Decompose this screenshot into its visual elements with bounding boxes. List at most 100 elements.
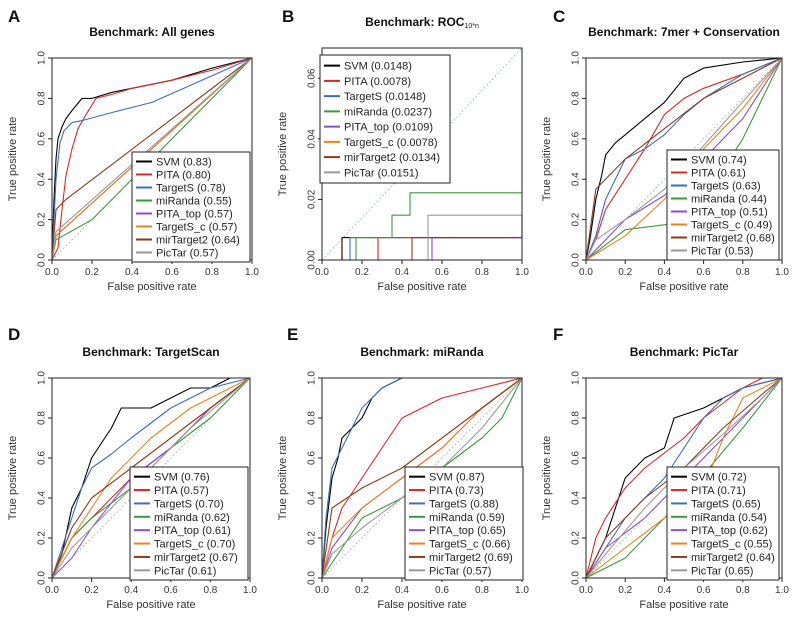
x-tick-label: 0.6 xyxy=(697,585,711,596)
panel-title: Benchmark: 7mer + Conservation xyxy=(588,25,780,39)
y-tick-label: 0.00 xyxy=(307,250,318,270)
legend-entry: miRanda (0.55) xyxy=(156,196,232,208)
roc-curve-mirtarget2 xyxy=(322,237,522,261)
roc-curve-miranda xyxy=(322,192,522,261)
roc-curve-targets xyxy=(51,377,251,579)
x-tick-label: 0.6 xyxy=(165,267,179,278)
legend-entry: miRanda (0.0237) xyxy=(344,106,432,118)
x-tick-label: 0.4 xyxy=(395,585,409,596)
roc-curve-pita xyxy=(585,57,783,261)
panel-title-subscript: 10*n xyxy=(464,23,479,30)
y-tick-label: 0.04 xyxy=(307,129,318,149)
panel-c: C Benchmark: 7mer + Conservation 0.0 0.2 0.4… xyxy=(541,7,789,293)
y-tick-label: 0.6 xyxy=(37,131,48,145)
legend-entry: SVM (0.74) xyxy=(691,155,747,167)
y-axis-label: True positive rate xyxy=(7,436,19,521)
y-tick-label: 1.0 xyxy=(37,371,48,385)
y-tick-label: 0.6 xyxy=(571,131,582,145)
roc-curve-pita xyxy=(585,377,782,579)
y-tick-label: 0.8 xyxy=(571,91,582,105)
roc-curve-targets xyxy=(321,377,522,579)
legend-entry: TargetS (0.63) xyxy=(691,181,761,193)
roc-curve-pictar xyxy=(321,377,523,579)
legend-entry: mirTarget2 (0.64) xyxy=(156,235,240,247)
x-tick-label: 0.2 xyxy=(618,585,632,596)
legend-entry: PITA (0.80) xyxy=(156,170,211,182)
y-tick-label: 0.0 xyxy=(37,253,48,267)
legend-entry: PITA_top (0.0109) xyxy=(344,122,433,134)
roc-curve-pictar xyxy=(51,57,253,261)
legend: SVM (0.72)PITA (0.71)TargetS (0.65) miRan… xyxy=(666,466,780,581)
legend-box xyxy=(129,466,249,581)
legend-entry: PicTar (0.57) xyxy=(429,565,491,577)
legend-entry: PITA_top (0.65) xyxy=(429,525,506,537)
legend-entry: PITA (0.0078) xyxy=(344,76,411,88)
legend-entry: miRanda (0.54) xyxy=(691,512,767,524)
x-tick-label: 0.6 xyxy=(435,267,449,278)
legend: SVM (0.87)PITA (0.73)TargetS (0.88) miRan… xyxy=(404,466,524,581)
x-tick-label: 0.6 xyxy=(164,585,178,596)
y-tick-label: 0.2 xyxy=(37,531,48,545)
roc-curve-pictar xyxy=(585,57,783,261)
legend-entry: PITA (0.71) xyxy=(691,485,746,497)
y-tick-label: 0.0 xyxy=(571,253,582,267)
x-axis-label: False positive rate xyxy=(106,599,195,611)
legend-entry: mirTarget2 (0.64) xyxy=(691,552,775,564)
legend-entry: PITA (0.73) xyxy=(429,485,484,497)
panel-letter: D xyxy=(8,325,20,344)
legend-entry: SVM (0.83) xyxy=(156,157,212,169)
panel-title: Benchmark: All genes xyxy=(89,25,215,39)
legend-entry: PITA_top (0.51) xyxy=(691,207,768,219)
y-tick-label: 1.0 xyxy=(571,371,582,385)
y-tick-label: 0.0 xyxy=(571,571,582,585)
roc-curve-targets xyxy=(51,57,253,261)
x-tick-label: 0.8 xyxy=(475,585,489,596)
legend-entry: TargetS_c (0.57) xyxy=(156,222,237,234)
panel-d: D Benchmark: TargetScan 0.0 0.2 0.4 0.6 0.8 1.0… xyxy=(7,325,257,611)
legend-box xyxy=(666,149,780,261)
legend-entry: TargetS_c (0.49) xyxy=(691,220,772,232)
legend-box xyxy=(404,466,524,581)
y-tick-label: 0.8 xyxy=(37,411,48,425)
panel-b: B Benchmark: ROC10*n 0.0 0.2 0.4 0.6 0.8 1.0 0.0… xyxy=(277,7,529,293)
x-tick-label: 1.0 xyxy=(245,267,259,278)
panel-e: E Benchmark: miRanda 0.0 0.2 0.4 0.6 0.8 1.0 0.0… xyxy=(277,325,529,611)
roc-curve-pita xyxy=(51,57,253,261)
roc-curve-pita xyxy=(321,377,523,579)
roc-curve-targets xyxy=(322,237,522,261)
y-tick-label: 0.2 xyxy=(37,212,48,226)
x-tick-label: 0.0 xyxy=(315,585,329,596)
roc-curve-targets-c xyxy=(51,377,251,579)
legend: SVM (0.74)PITA (0.61)TargetS (0.63)miRan… xyxy=(666,149,780,261)
y-tick-label: 0.4 xyxy=(571,172,582,186)
y-tick-label: 0.2 xyxy=(307,531,318,545)
legend: SVM (0.76)PITA (0.57)TargetS (0.70) miRan… xyxy=(129,466,249,581)
roc-curve-targets xyxy=(585,57,783,261)
legend-entry: PicTar (0.65) xyxy=(691,565,753,577)
legend-entry: mirTarget2 (0.69) xyxy=(429,552,513,564)
x-tick-label: 1.0 xyxy=(775,585,789,596)
roc-curve-mirtarget2 xyxy=(321,377,523,579)
roc-curve-pita xyxy=(322,237,522,261)
y-tick-label: 0.4 xyxy=(37,491,48,505)
x-tick-label: 0.8 xyxy=(736,267,750,278)
legend-entry: PicTar (0.61) xyxy=(154,565,216,577)
x-tick-label: 0.2 xyxy=(85,267,99,278)
panel-letter: E xyxy=(287,325,298,344)
x-tick-label: 0.8 xyxy=(205,267,219,278)
y-tick-label: 1.0 xyxy=(307,371,318,385)
y-tick-label: 0.4 xyxy=(571,491,582,505)
roc-curve-pita-top xyxy=(322,237,522,261)
panel-title: Benchmark: PicTar xyxy=(630,345,739,359)
x-tick-label: 1.0 xyxy=(243,585,257,596)
x-tick-label: 0.8 xyxy=(203,585,217,596)
legend-box xyxy=(131,151,251,263)
panel-letter: A xyxy=(8,7,20,26)
y-tick-label: 0.4 xyxy=(307,491,318,505)
y-tick-label: 0.0 xyxy=(307,571,318,585)
roc-curve-targets xyxy=(585,377,783,579)
roc-curve-mirtarget2 xyxy=(51,57,253,261)
legend-entry: TargetS (0.88) xyxy=(429,498,499,510)
x-axis-label: False positive rate xyxy=(639,599,728,611)
